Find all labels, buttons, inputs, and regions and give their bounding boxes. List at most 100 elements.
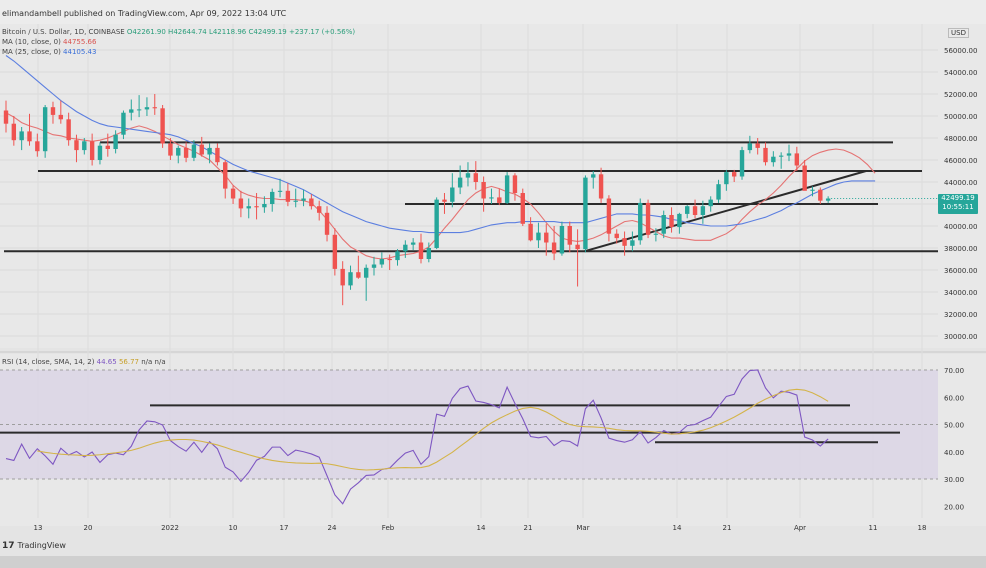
price-tick-label: 40000.00 [944,223,977,231]
candle-body [254,206,259,208]
last-price: 42499.19 [941,194,975,202]
ma25-label: MA (25, close, 0) [2,48,61,56]
ma10-info[interactable]: MA (10, close, 0) 44755.66 [2,38,96,46]
ma25-info[interactable]: MA (25, close, 0) 44105.43 [2,48,96,56]
candle-body [575,244,580,250]
rsi-sma-value: 56.77 [118,358,139,366]
time-tick-label: 2022 [161,524,179,532]
time-tick-label: 10 [229,524,238,532]
ma10-value: 44755.66 [63,38,97,46]
price-pane-bg [0,24,986,348]
candle-body [74,140,79,151]
currency-badge[interactable]: USD [948,28,969,38]
candle-body [66,119,71,141]
publish-text: elimandambell published on TradingView.c… [2,9,287,18]
candle-body [207,147,212,155]
price-tick-label: 38000.00 [944,245,977,253]
candle-body [645,202,651,235]
candle-body [183,147,189,158]
candle-body [348,272,353,286]
symbol-label: Bitcoin / U.S. Dollar, 1D, COINBASE [2,28,125,36]
candle-body [426,248,432,259]
candle-body [567,226,572,245]
candle-body [614,233,619,239]
candle-body [3,110,9,124]
ma10-label: MA (10, close, 0) [2,38,61,46]
candle-body [638,202,643,241]
candle-body [363,267,369,278]
time-tick-label: 14 [673,524,682,532]
candle-body [223,162,228,189]
candle-body [685,206,690,214]
candle-body [551,242,557,254]
candle-body [50,107,56,115]
rsi-line [5,369,829,505]
candle-body [42,107,48,152]
candle-body [199,144,204,155]
candle-body [129,109,134,113]
candle-body [160,108,165,144]
price-tick-label: 34000.00 [944,289,977,297]
candle-body [457,177,463,188]
price-tick-label: 44000.00 [944,179,977,187]
candle-body [755,143,760,148]
publish-bar: elimandambell published on TradingView.c… [0,0,986,24]
candle-body [301,198,306,201]
candle-body [105,145,110,149]
candle-body [450,187,455,202]
candle-body [89,141,95,160]
candle-body [583,177,588,250]
candle-body [246,206,251,209]
candle-body [356,272,361,278]
candle-body [58,114,64,120]
candle-body [708,199,713,207]
candle-body [786,153,792,156]
candle-body [168,143,173,156]
rsi-tick-label: 60.00 [944,394,964,402]
tradingview-logo[interactable]: 17 TradingView [2,541,66,551]
candle-body [418,242,424,259]
candle-body [395,251,400,261]
candle-body [606,198,612,234]
candle-body [810,189,815,191]
candle-body [434,199,439,248]
ascending-trendline [584,170,867,253]
time-tick-label: 20 [84,524,93,532]
price-tick-label: 30000.00 [944,333,977,341]
ma25-line [5,55,876,234]
candle-body [504,175,510,203]
candle-body [489,197,494,199]
candle-body [598,174,604,199]
candle-body [481,182,486,199]
candle-body [136,109,142,111]
candle-body [692,206,698,215]
rsi-info[interactable]: RSI (14, close, SMA, 14, 2) 44.65 56.77 … [2,358,166,366]
ma25-value: 44105.43 [63,48,97,56]
candle-body [11,123,17,141]
candle-body [238,198,244,209]
price-tick-label: 52000.00 [944,91,977,99]
candle-body [277,190,283,192]
candle-body [387,259,392,261]
candle-body [473,173,478,182]
time-tick-label: 11 [869,524,878,532]
candle-body [802,165,807,191]
candle-body [35,141,40,152]
price-tick-label: 36000.00 [944,267,977,275]
tradingview-logo-icon: 17 [2,541,15,551]
candle-body [379,259,385,265]
rsi-value: 44.65 [96,358,117,366]
price-tick-label: 46000.00 [944,157,977,165]
candle-body [285,190,291,202]
candle-body [669,215,674,228]
candle-body [825,198,831,201]
price-tick-label: 32000.00 [944,311,977,319]
candle-body [497,197,502,203]
candle-body [27,131,32,142]
candle-body [747,143,753,151]
rsi-extra: n/a n/a [141,358,166,366]
candle-body [591,174,596,178]
rsi-sma-line [37,388,829,471]
